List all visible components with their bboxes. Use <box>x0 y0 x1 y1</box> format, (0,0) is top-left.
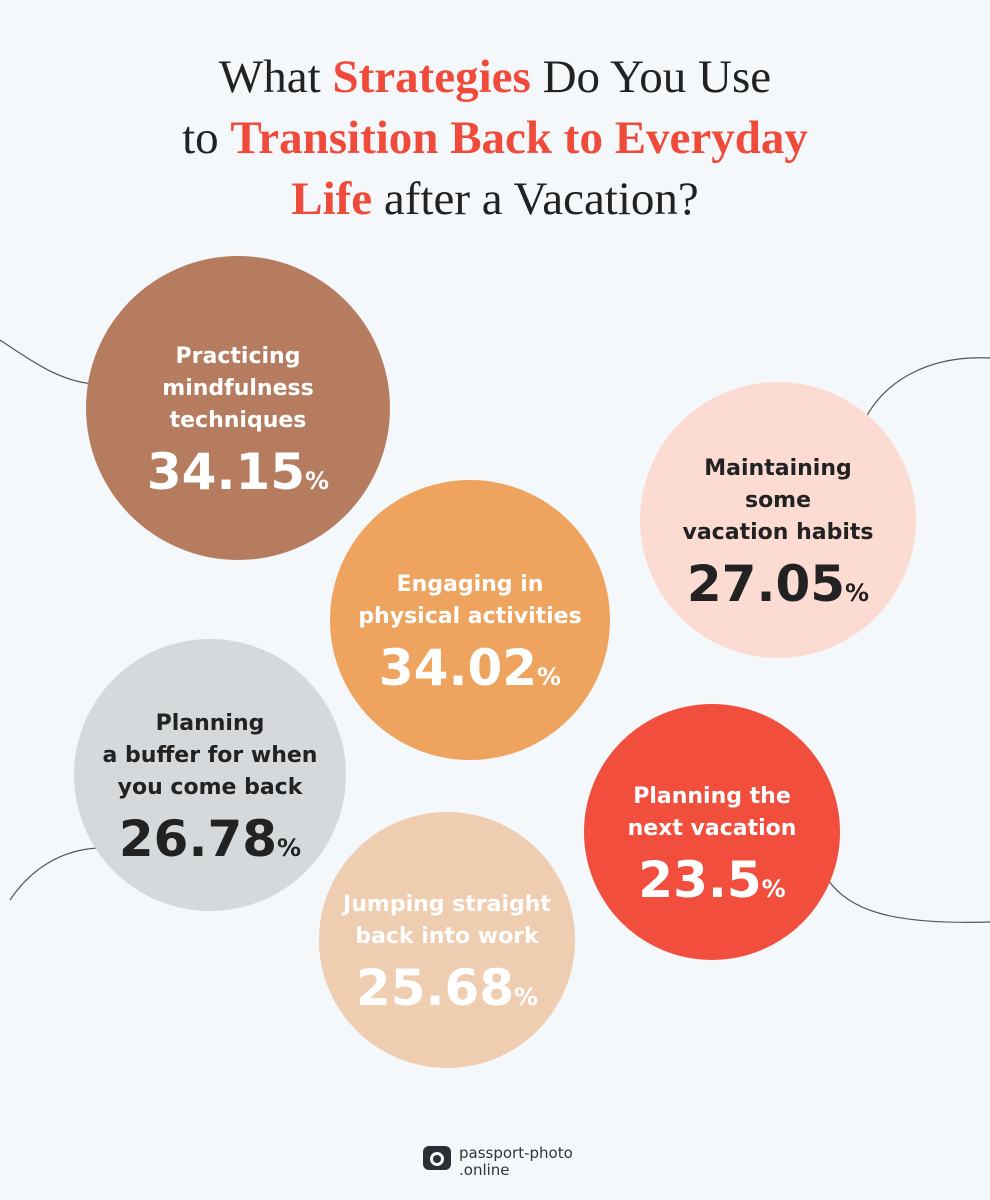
title-line: What Strategies Do You Use <box>219 51 771 103</box>
title-accent: Strategies <box>332 51 530 103</box>
title-text: Do You Use <box>531 51 771 103</box>
bubble-label: Practicing <box>176 344 301 369</box>
bubble-label: a buffer for when <box>103 743 318 768</box>
bubble-label: Maintaining <box>704 456 851 481</box>
bubbles: Practicing mindfulness techniques 34.15% Eng… <box>74 256 916 1068</box>
bubble-label: Engaging in <box>397 572 544 597</box>
bubble-value: 34.15% <box>147 443 329 501</box>
value-number: 25.68 <box>356 959 514 1017</box>
bubble-label: Planning <box>156 711 265 736</box>
title-line: to Transition Back to Everyday <box>182 112 808 164</box>
bubble-label: Jumping straight <box>341 892 551 917</box>
bubble <box>584 704 840 960</box>
title-text: to <box>182 112 230 164</box>
logo-lens-inner <box>433 1155 441 1163</box>
bubble <box>330 480 610 760</box>
bubble-label: next vacation <box>628 816 797 841</box>
value-number: 23.5 <box>638 851 761 909</box>
value-unit: % <box>845 579 869 607</box>
logo-text: .online <box>459 1161 510 1179</box>
value-unit: % <box>514 983 538 1011</box>
bubble-value: 23.5% <box>638 851 785 909</box>
value-number: 34.02 <box>379 639 537 697</box>
value-number: 26.78 <box>119 810 277 868</box>
deco-arc <box>9 847 99 901</box>
title-text: What <box>219 51 333 103</box>
bubble <box>319 812 575 1068</box>
bubble-label: vacation habits <box>683 520 874 545</box>
logo-text: passport-photo <box>459 1144 573 1162</box>
bubble-value: 27.05% <box>687 555 869 613</box>
bubble-label: Planning the <box>633 784 791 809</box>
deco-arc <box>0 339 96 385</box>
bubble <box>640 382 916 658</box>
value-number: 27.05 <box>687 555 845 613</box>
logo: passport-photo .online <box>423 1144 573 1179</box>
value-number: 34.15 <box>147 443 305 501</box>
bubble-label: some <box>745 488 811 513</box>
value-unit: % <box>277 834 301 862</box>
deco-arc <box>827 879 990 923</box>
bubble-value: 34.02% <box>379 639 561 697</box>
value-unit: % <box>537 663 561 691</box>
bubble-label: you come back <box>118 775 304 800</box>
title-accent: Life <box>291 173 372 225</box>
value-unit: % <box>762 875 786 903</box>
decorations <box>0 339 990 923</box>
bubble-value: 25.68% <box>356 959 538 1017</box>
bubble-label: physical activities <box>358 604 581 629</box>
title-accent: Transition Back to Everyday <box>230 112 808 164</box>
deco-arc <box>859 357 990 431</box>
title-text: after a Vacation? <box>372 173 699 225</box>
bubble <box>86 256 390 560</box>
bubble-label: techniques <box>170 408 307 433</box>
bubble <box>74 639 346 911</box>
bubble-label: mindfulness <box>162 376 313 401</box>
bubble-label: back into work <box>355 924 540 949</box>
title-line: Life after a Vacation? <box>291 173 699 225</box>
bubble-value: 26.78% <box>119 810 301 868</box>
value-unit: % <box>305 467 329 495</box>
